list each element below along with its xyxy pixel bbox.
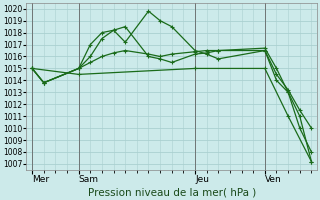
X-axis label: Pression niveau de la mer( hPa ): Pression niveau de la mer( hPa ) — [88, 187, 256, 197]
